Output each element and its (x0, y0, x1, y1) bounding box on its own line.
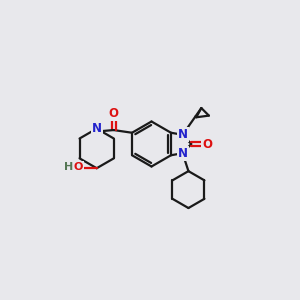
Text: N: N (178, 128, 188, 141)
Text: O: O (109, 107, 118, 120)
Text: H: H (64, 162, 73, 172)
Text: N: N (178, 147, 188, 160)
Text: N: N (92, 122, 102, 135)
Text: O: O (202, 137, 212, 151)
Text: O: O (74, 162, 83, 172)
